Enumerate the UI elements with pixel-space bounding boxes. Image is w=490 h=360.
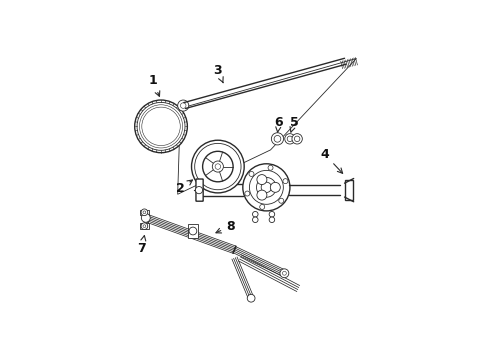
Circle shape: [145, 110, 178, 143]
Circle shape: [269, 211, 275, 217]
Circle shape: [137, 102, 185, 150]
Circle shape: [245, 191, 250, 196]
Text: 4: 4: [320, 148, 343, 173]
Circle shape: [249, 171, 254, 176]
Circle shape: [178, 100, 189, 111]
Circle shape: [257, 190, 267, 200]
Circle shape: [287, 136, 293, 141]
Circle shape: [271, 133, 284, 145]
Text: 8: 8: [216, 220, 235, 233]
Circle shape: [141, 223, 147, 229]
Circle shape: [256, 177, 276, 197]
Circle shape: [180, 103, 186, 108]
FancyBboxPatch shape: [188, 224, 198, 238]
Circle shape: [268, 165, 273, 170]
Circle shape: [261, 182, 271, 193]
Circle shape: [280, 269, 289, 278]
Circle shape: [249, 170, 283, 204]
Circle shape: [141, 209, 147, 216]
Circle shape: [140, 105, 183, 148]
Circle shape: [151, 116, 171, 136]
Circle shape: [141, 213, 150, 222]
Circle shape: [189, 227, 197, 235]
Circle shape: [252, 217, 258, 222]
Circle shape: [260, 204, 265, 210]
Circle shape: [243, 164, 290, 211]
Circle shape: [247, 294, 255, 302]
Circle shape: [143, 211, 146, 214]
Circle shape: [285, 134, 295, 144]
Circle shape: [135, 100, 187, 153]
Text: 5: 5: [290, 116, 298, 132]
Text: 7: 7: [137, 235, 146, 255]
Circle shape: [274, 135, 281, 142]
FancyBboxPatch shape: [196, 179, 203, 201]
Text: 6: 6: [274, 116, 283, 132]
Circle shape: [252, 211, 258, 217]
Text: 3: 3: [214, 64, 223, 83]
Circle shape: [212, 161, 223, 172]
Polygon shape: [140, 223, 148, 229]
Text: 2: 2: [176, 180, 193, 195]
FancyBboxPatch shape: [344, 180, 353, 200]
Circle shape: [279, 198, 284, 203]
Circle shape: [192, 140, 244, 193]
Text: 1: 1: [148, 74, 160, 96]
Polygon shape: [178, 58, 356, 194]
Circle shape: [257, 175, 267, 185]
Circle shape: [282, 271, 286, 275]
Circle shape: [283, 179, 288, 184]
Circle shape: [196, 186, 203, 194]
Circle shape: [292, 134, 302, 144]
Circle shape: [143, 225, 146, 228]
Circle shape: [215, 164, 221, 169]
Circle shape: [270, 183, 280, 192]
Circle shape: [294, 136, 300, 141]
Circle shape: [142, 107, 180, 145]
Circle shape: [203, 151, 233, 182]
Polygon shape: [140, 210, 148, 215]
Circle shape: [155, 120, 167, 132]
Circle shape: [195, 143, 241, 190]
Circle shape: [269, 217, 275, 222]
